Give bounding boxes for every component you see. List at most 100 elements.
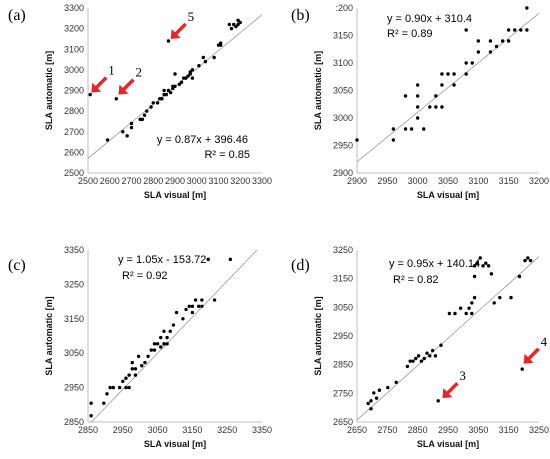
x-tick-label: 2900 [165,176,185,186]
data-point [200,298,204,302]
data-point [478,256,482,260]
data-point [403,127,408,131]
r-squared-label: R² = 0.82 [393,274,439,286]
data-point [408,359,412,363]
data-point [494,44,499,49]
data-point [124,376,128,380]
data-point [415,116,420,120]
data-point [173,84,177,89]
y-tick-label: 3050 [333,302,353,312]
data-point [372,391,376,395]
panel-label: (d) [291,257,310,274]
data-point [486,264,491,268]
data-point [509,295,513,300]
data-point [415,83,420,87]
annotation-arrow-head [170,28,181,39]
x-tick-label: 3350 [252,425,272,435]
y-tick-label: :200 [335,3,353,13]
trendline [356,256,540,421]
data-point [102,401,106,405]
data-point [193,298,198,302]
x-tick-label: 2600 [100,176,120,186]
y-tick-label: 3000 [64,65,84,75]
data-point [452,72,456,76]
y-tick-label: 3100 [64,44,84,54]
data-point [492,301,496,305]
data-point [355,138,359,142]
data-point [464,72,468,76]
data-point [146,354,150,359]
data-point [458,306,463,310]
data-point [105,138,110,142]
r-squared-label: R² = 0.92 [122,270,168,282]
y-tick-label: 2500 [64,168,84,178]
data-point [415,105,420,109]
data-point [162,88,166,93]
data-point [434,94,438,98]
data-point [366,401,370,406]
data-point [190,304,195,308]
data-point [162,342,166,346]
x-tick-label: 3050 [148,425,168,435]
data-point [439,343,443,347]
y-tick-label: 2900 [333,168,353,178]
data-point [159,335,163,340]
x-tick-label: 2650 [347,425,367,435]
data-point [464,61,468,65]
data-point [111,385,116,390]
data-point [472,274,477,279]
data-point [127,373,131,377]
data-point [140,117,145,122]
data-point [433,354,438,358]
annotation-number: 5 [188,9,195,24]
data-point [160,97,164,101]
data-point [467,306,471,310]
data-point [149,105,153,109]
data-point [369,407,373,411]
data-point [129,125,134,130]
data-point [498,295,502,300]
x-tick-label: 3050 [468,425,488,435]
data-point [472,264,477,268]
data-point [391,138,396,142]
data-point [236,22,240,27]
data-point [177,82,182,87]
data-point [190,76,195,80]
data-point [200,304,204,308]
annotation-arrow-shaft [122,78,135,91]
annotation-number: 1 [108,63,115,78]
annotation-arrow-shaft [174,22,187,36]
data-point [481,264,485,268]
data-point [197,304,201,308]
data-point [513,28,517,32]
y-tick-label: 2850 [333,360,353,370]
x-tick-label: 2700 [121,176,141,186]
data-point [440,72,444,76]
data-point [188,70,192,74]
y-tick-label: 2800 [64,106,84,116]
data-point [452,83,456,87]
data-point [159,345,163,349]
data-point [523,258,527,263]
data-point [124,385,128,390]
x-tick-label: 2850 [78,425,98,435]
data-point [186,74,190,78]
data-point [232,22,236,27]
x-tick-label: 3000 [408,176,428,186]
data-point [121,130,125,134]
y-tick-label: 2650 [333,417,353,427]
annotation-arrow-head [523,353,534,364]
panel-label: (b) [291,7,310,24]
data-point [488,50,493,54]
x-tick-label: 3000 [187,176,207,186]
x-tick-label: 3150 [499,425,519,435]
data-point [472,295,477,300]
r-squared-label: R² = 0.85 [204,149,250,161]
scatter-panel: (c) 2850 2950 3050 3150 3250 3350 2850 2950 3050 3… [8,245,272,449]
data-point [201,55,205,60]
x-tick-label: 3100 [208,176,228,186]
data-point [155,342,160,346]
y-tick-label: 2750 [333,388,353,398]
x-tick-label: 2950 [113,425,133,435]
data-point [168,90,173,95]
